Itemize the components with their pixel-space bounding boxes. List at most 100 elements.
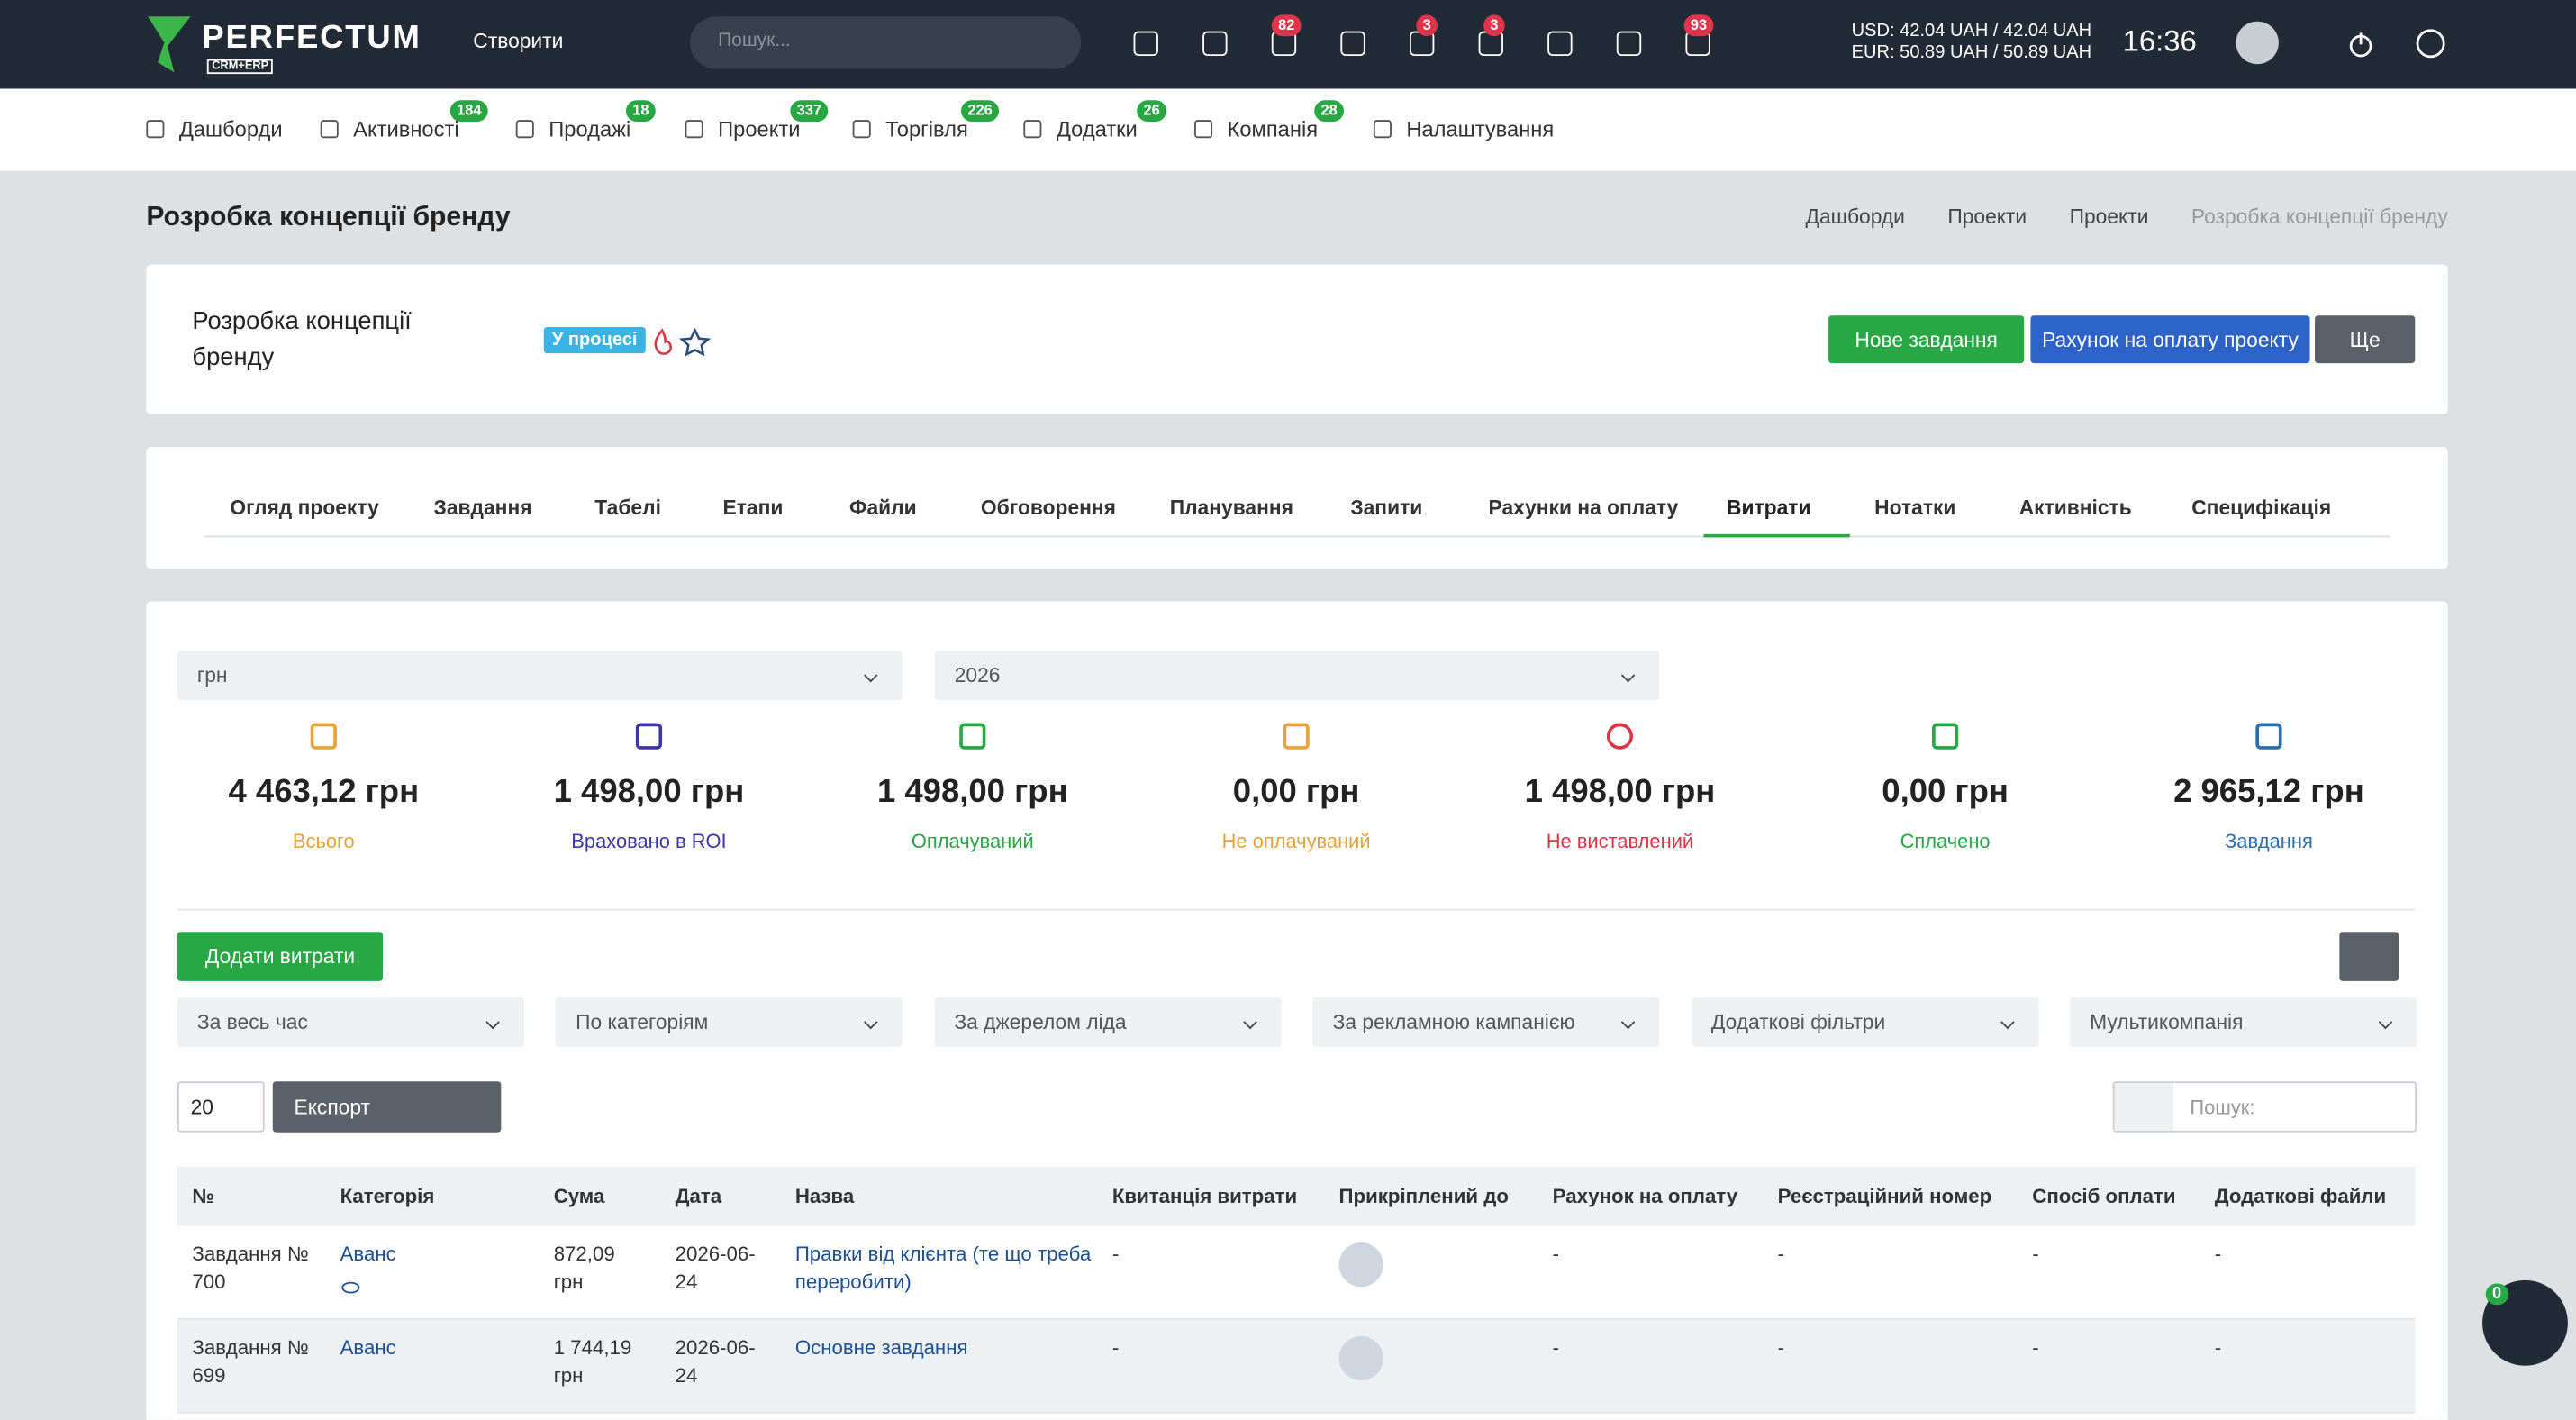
tabs-line (204, 535, 2390, 538)
top-icon[interactable] (1133, 31, 1158, 57)
tab[interactable]: Обговорення (980, 496, 1116, 520)
filter-dropdown[interactable]: Мультикомпанія (2070, 997, 2417, 1047)
stat-label: Оплачуваний (911, 830, 1034, 853)
notification-badge: 3 (1483, 14, 1505, 37)
stat: 1 498,00 грн Враховано в ROI (485, 723, 813, 853)
clear-filter-button[interactable] (2339, 932, 2399, 981)
new-task-button[interactable]: Нове завдання (1828, 315, 2025, 364)
stat-value: 2 965,12 грн (2173, 774, 2364, 811)
top-icon[interactable] (1547, 31, 1573, 57)
year-select[interactable]: 2026 (934, 651, 1660, 701)
nav-item[interactable]: Налаштування (1406, 116, 1555, 141)
table-cell[interactable]: Аванс (340, 1335, 396, 1360)
tab[interactable]: Рахунки на оплату (1488, 496, 1679, 520)
column-header[interactable]: Назва (794, 1185, 855, 1208)
filter-dropdown[interactable]: Додаткові фільтри (1691, 997, 2038, 1047)
filter-dropdown[interactable]: За весь час (177, 997, 524, 1047)
nav-item[interactable]: Торгівля (885, 116, 968, 141)
tab[interactable]: Файли (849, 496, 917, 520)
tab[interactable]: Табелі (594, 496, 661, 520)
nav-item[interactable]: Проекти (718, 116, 801, 141)
tab[interactable]: Етапи (722, 496, 784, 520)
stat-value: 0,00 грн (1882, 774, 2009, 811)
tab[interactable]: Завдання (433, 496, 532, 520)
nav-icon (1194, 120, 1213, 139)
export-group[interactable]: Експорт (272, 1081, 502, 1133)
column-header[interactable]: Квитанція витрати (1111, 1185, 1298, 1208)
tab[interactable]: Нотатки (1874, 496, 1956, 520)
tab[interactable]: Запити (1350, 496, 1423, 520)
tab[interactable]: Витрати (1727, 496, 1811, 520)
breadcrumb[interactable]: Проекти (2069, 205, 2149, 229)
tab-active-line (1703, 533, 1850, 538)
filter-dropdown[interactable]: За джерелом ліда (934, 997, 1282, 1047)
column-header[interactable]: Реєстраційний номер (1777, 1185, 1992, 1208)
help-icon[interactable] (2415, 28, 2446, 59)
column-header[interactable]: Спосіб оплати (2032, 1185, 2176, 1208)
search-box[interactable]: Пошук... (690, 16, 1082, 69)
filter-dropdown[interactable]: По категоріям (556, 997, 903, 1047)
column-header[interactable]: Дата (675, 1185, 722, 1208)
nav-item[interactable]: Дашборди (178, 116, 283, 141)
table-cell: - (2032, 1335, 2039, 1360)
create-menu[interactable]: Створити (473, 29, 564, 53)
table-cell[interactable]: Основне завдання (794, 1335, 968, 1360)
column-header[interactable]: Прикріплений до (1338, 1185, 1509, 1208)
stat-icon (959, 723, 986, 750)
add-expense-button[interactable]: Додати витрати (177, 932, 383, 981)
nav-item[interactable]: Додатки (1056, 116, 1138, 141)
notification-badge: 3 (1416, 14, 1438, 37)
more-button[interactable]: Ще (2315, 315, 2416, 364)
nav-item[interactable]: Продажі (549, 116, 631, 141)
status-icons[interactable] (649, 327, 714, 357)
nav-badge: 26 (1137, 100, 1167, 122)
column-header[interactable]: № (192, 1185, 215, 1208)
notification-badge: 82 (1271, 14, 1302, 37)
stat-value: 1 498,00 грн (876, 774, 1068, 811)
search-placeholder: Пошук... (718, 31, 791, 51)
table-cell: 2026-06-24 (675, 1242, 756, 1294)
nav-icon (1373, 120, 1392, 139)
table-search-placeholder: Пошук: (2190, 1096, 2255, 1120)
view-icon[interactable] (341, 1281, 360, 1294)
breadcrumb[interactable]: Проекти (1947, 205, 2027, 229)
filter-dropdown[interactable]: За рекламною кампанією (1312, 997, 1660, 1047)
stat: 1 498,00 грн Не виставлений (1456, 723, 1784, 853)
table-cell[interactable]: Аванс (340, 1242, 396, 1266)
stat-value: 1 498,00 грн (1524, 774, 1716, 811)
logo-mark (148, 16, 191, 73)
table-cell: - (2032, 1242, 2039, 1266)
breadcrumb: Розробка концепції бренду (2191, 205, 2448, 229)
avatar[interactable] (2236, 21, 2279, 65)
nav-icon (515, 120, 534, 139)
project-card: Розробка концепції бренду У процесі Нове… (146, 264, 2448, 414)
nav-bar (0, 88, 2576, 171)
top-icon[interactable] (1616, 31, 1642, 57)
stat-value: 0,00 грн (1232, 774, 1360, 811)
table-search[interactable]: Пошук: (2112, 1081, 2417, 1133)
tab[interactable]: Планування (1169, 496, 1293, 520)
tab[interactable]: Огляд проекту (230, 496, 379, 520)
column-header[interactable]: Рахунок на оплату (1552, 1185, 1738, 1208)
stat-label: Не виставлений (1546, 830, 1694, 853)
breadcrumb[interactable]: Дашборди (1805, 205, 1905, 229)
table-cell[interactable]: Правки від клієнта (те що треба перероби… (794, 1242, 1092, 1294)
rate: EUR: 50.89 UAH / 50.89 UAH (1851, 42, 2092, 63)
top-icon[interactable] (1340, 31, 1365, 57)
page-size[interactable]: 20 (177, 1081, 265, 1133)
stat-icon (310, 723, 337, 750)
currency-select[interactable]: грн (177, 651, 903, 701)
nav-icon (852, 120, 871, 139)
nav-item[interactable]: Активності (353, 116, 459, 141)
column-header[interactable]: Сума (553, 1185, 605, 1208)
tab[interactable]: Специфікація (2191, 496, 2332, 520)
top-icon[interactable] (1202, 31, 1228, 57)
power-icon[interactable] (2346, 30, 2376, 59)
column-header[interactable]: Додаткові файли (2214, 1185, 2387, 1208)
nav-item[interactable]: Компанія (1227, 116, 1319, 141)
invoice-button[interactable]: Рахунок на оплату проекту (2030, 315, 2310, 364)
column-header[interactable]: Категорія (340, 1185, 435, 1208)
page-title: Розробка концепції бренду (146, 202, 511, 232)
tab[interactable]: Активність (2018, 496, 2132, 520)
